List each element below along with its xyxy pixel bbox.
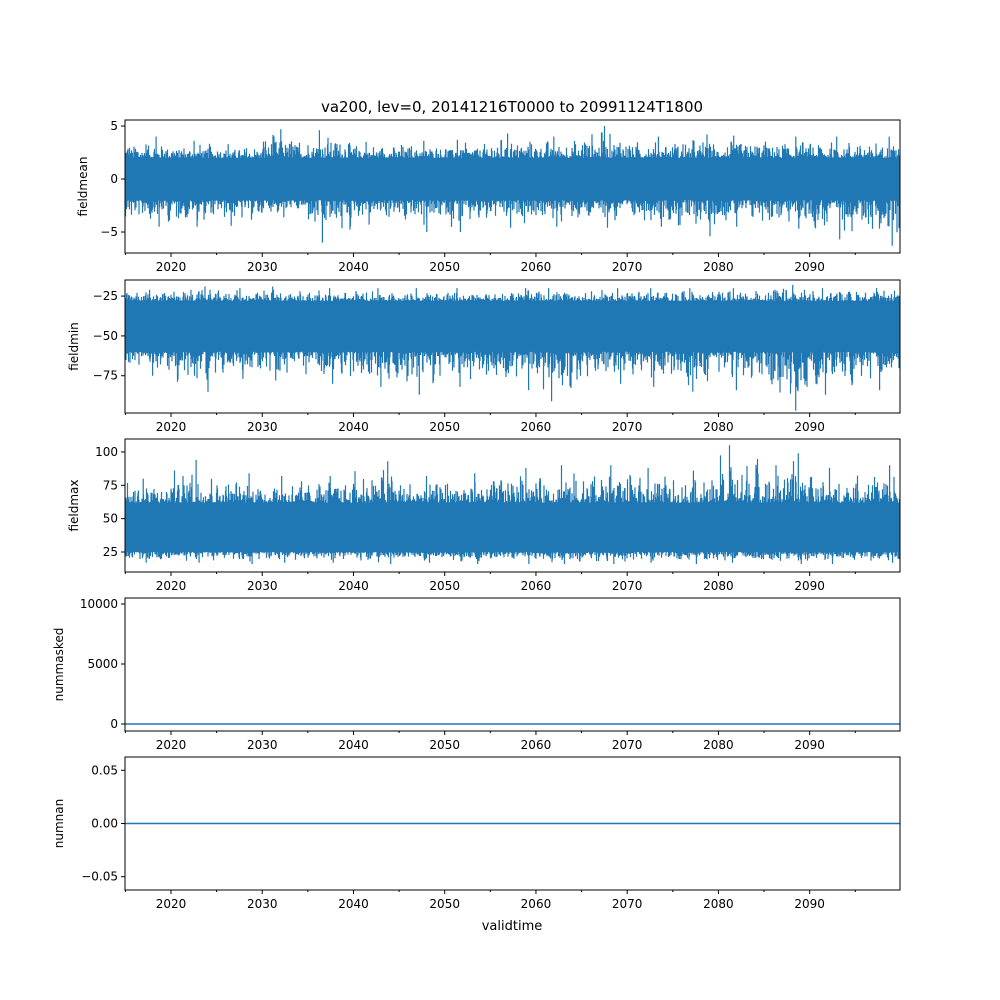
y-axis-label: fieldmin — [67, 322, 81, 371]
x-tick-label: 2070 — [612, 420, 643, 434]
x-tick-label: 2030 — [247, 420, 278, 434]
x-tick-label: 2080 — [703, 420, 734, 434]
x-tick-label: 2030 — [247, 260, 278, 274]
y-tick-label: −75 — [93, 369, 118, 383]
x-axis-label: validtime — [482, 919, 543, 934]
y-tick-label: 5000 — [87, 657, 118, 671]
x-tick-label: 2070 — [612, 579, 643, 593]
x-tick-label: 2040 — [338, 260, 369, 274]
panel-fieldmean: −5 0 5 2020 2030 2040 2050 2060 2070 2080 2090 fiel… — [76, 119, 901, 274]
axes-frame — [124, 119, 901, 254]
axes-frame — [124, 438, 901, 573]
x-tick-label: 2030 — [247, 738, 278, 752]
x-tick-label: 2080 — [703, 260, 734, 274]
x-tick-label: 2020 — [156, 260, 187, 274]
y-tick-label: 0 — [110, 717, 118, 731]
y-axis-label: fieldmean — [76, 157, 90, 217]
x-tick-label: 2060 — [521, 738, 552, 752]
x-tick-label: 2040 — [338, 738, 369, 752]
x-tick-label: 2070 — [612, 897, 643, 911]
x-tick-label: 2080 — [703, 579, 734, 593]
panel-numnan: −0.05 0.00 0.05 2020 2030 2040 2050 2060 2070 208… — [52, 756, 901, 911]
y-tick-label: 0.00 — [91, 817, 118, 831]
x-tick-label: 2060 — [521, 420, 552, 434]
y-tick-label: 25 — [103, 545, 118, 559]
y-tick-label: 0 — [110, 172, 118, 186]
y-axis-label: fieldmax — [67, 479, 81, 531]
x-tick-label: 2090 — [794, 897, 825, 911]
x-tick-label: 2090 — [794, 738, 825, 752]
y-tick-label: 10000 — [80, 597, 118, 611]
axes-frame — [124, 279, 901, 414]
axes-frame — [124, 597, 901, 732]
x-tick-label: 2050 — [429, 420, 460, 434]
y-tick-label: −50 — [93, 329, 118, 343]
x-tick-label: 2030 — [247, 897, 278, 911]
x-tick-label: 2080 — [703, 738, 734, 752]
series-line — [125, 126, 900, 246]
y-tick-label: −25 — [93, 289, 118, 303]
x-tick-label: 2020 — [156, 579, 187, 593]
y-axis-label: nummasked — [52, 628, 66, 702]
x-tick-label: 2030 — [247, 579, 278, 593]
series-fieldmin — [125, 284, 900, 411]
x-tick-label: 2050 — [429, 260, 460, 274]
x-tick-label: 2070 — [612, 260, 643, 274]
x-tick-label: 2020 — [156, 420, 187, 434]
x-tick-label: 2040 — [338, 897, 369, 911]
x-tick-label: 2050 — [429, 897, 460, 911]
y-tick-label: 50 — [103, 512, 118, 526]
y-tick-label: 75 — [103, 478, 118, 492]
x-tick-label: 2020 — [156, 738, 187, 752]
panel-nummasked: 0 5000 10000 2020 2030 2040 2050 2060 2070 2080 20… — [52, 597, 901, 752]
panel-fieldmin: −25 −50 −75 2020 2030 2040 2050 2060 2070 2080 209… — [67, 279, 901, 434]
y-tick-label: 100 — [95, 445, 118, 459]
x-tick-label: 2090 — [794, 260, 825, 274]
chart-title: va200, lev=0, 20141216T0000 to 20991124T… — [321, 98, 703, 116]
x-tick-label: 2050 — [429, 738, 460, 752]
y-tick-label: −5 — [100, 225, 118, 239]
x-tick-label: 2060 — [521, 897, 552, 911]
y-tick-label: 5 — [110, 119, 118, 133]
series-fieldmean — [125, 126, 900, 246]
x-tick-label: 2060 — [521, 260, 552, 274]
series-line — [125, 445, 900, 564]
x-tick-label: 2070 — [612, 738, 643, 752]
x-tick-label: 2090 — [794, 579, 825, 593]
x-tick-label: 2090 — [794, 420, 825, 434]
x-tick-label: 2080 — [703, 897, 734, 911]
x-tick-label: 2050 — [429, 579, 460, 593]
x-tick-label: 2060 — [521, 579, 552, 593]
y-tick-label: −0.05 — [81, 870, 118, 884]
y-axis-label: numnan — [52, 799, 66, 848]
series-line — [125, 284, 900, 411]
panel-fieldmax: 25 50 75 100 2020 2030 2040 2050 2060 2070 2080 209… — [67, 438, 901, 593]
x-tick-label: 2040 — [338, 579, 369, 593]
x-tick-label: 2020 — [156, 897, 187, 911]
series-fieldmax — [125, 445, 900, 564]
y-tick-label: 0.05 — [91, 763, 118, 777]
x-tick-label: 2040 — [338, 420, 369, 434]
